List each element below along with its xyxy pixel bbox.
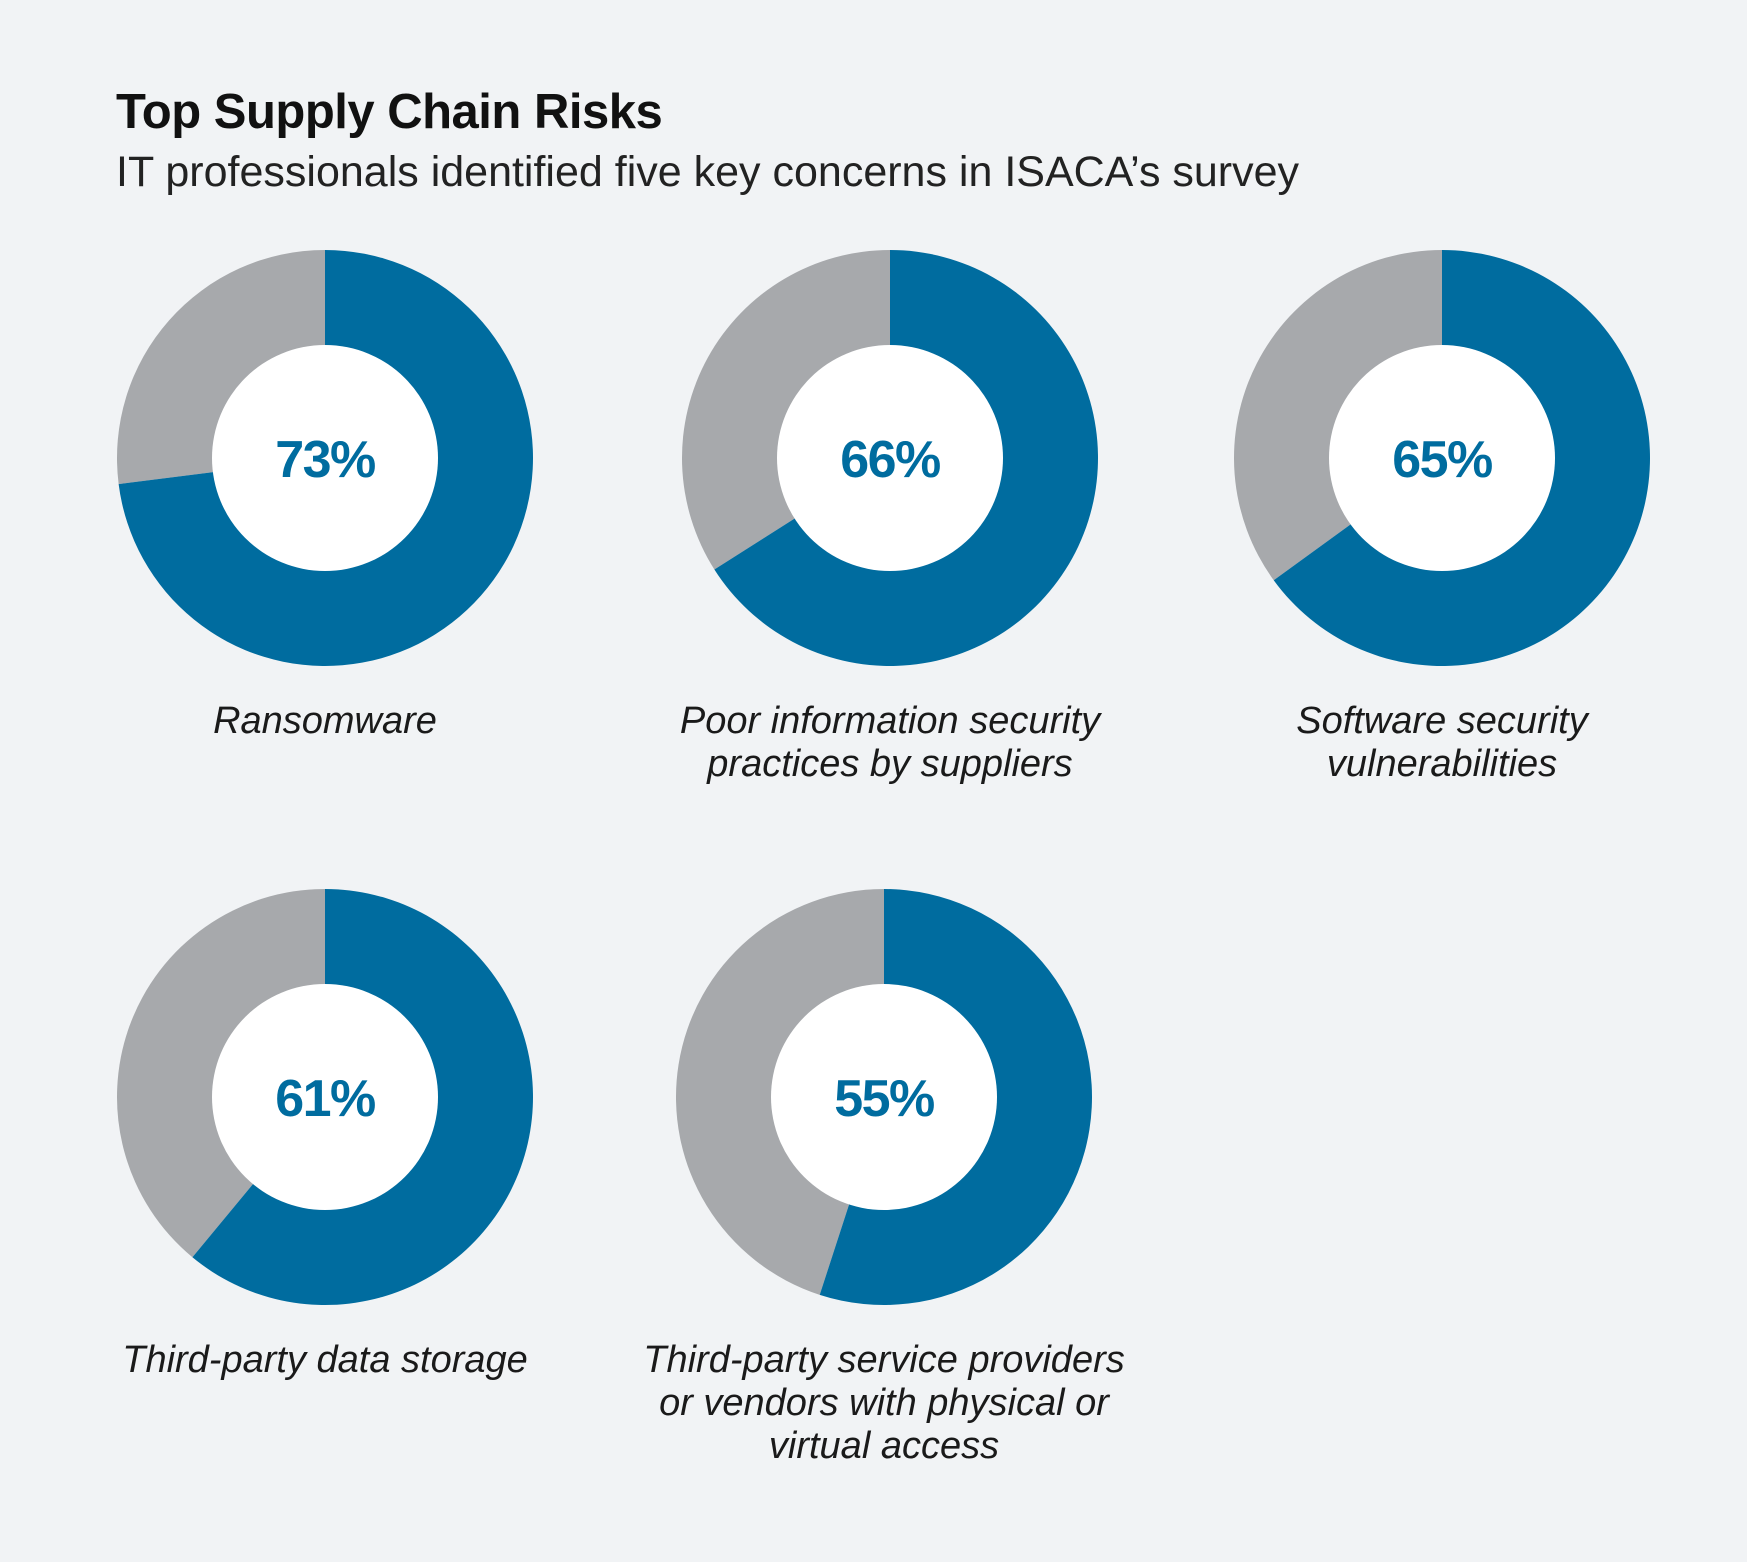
donut-chart: 73% xyxy=(117,250,533,666)
risk-card-poor-infosec-practices: 66% Poor information security practices … xyxy=(610,250,1170,786)
percentage-label: 55% xyxy=(834,1070,934,1128)
risk-caption: Third-party service providers or vendors… xyxy=(643,1339,1125,1467)
donut-center xyxy=(212,984,438,1210)
risk-card-software-vulnerabilities: 65% Software security vulnerabilities xyxy=(1162,250,1722,786)
risk-card-ransomware: 73% Ransomware xyxy=(45,250,605,743)
donut-center xyxy=(777,345,1003,571)
risk-card-third-party-data-storage: 61% Third-party data storage xyxy=(45,889,605,1382)
donut-center xyxy=(212,345,438,571)
percentage-label: 66% xyxy=(840,431,940,489)
percentage-label: 61% xyxy=(275,1070,375,1128)
chart-header: Top Supply Chain Risks IT professionals … xyxy=(116,80,1299,200)
risk-caption: Software security vulnerabilities xyxy=(1296,700,1588,785)
donut-center xyxy=(1329,345,1555,571)
percentage-label: 73% xyxy=(275,431,375,489)
chart-title: Top Supply Chain Risks xyxy=(116,85,663,139)
risk-caption: Third-party data storage xyxy=(122,1339,528,1381)
donut-chart: 65% xyxy=(1234,250,1650,666)
chart-subtitle: IT professionals identified five key con… xyxy=(116,148,1300,196)
donut-center xyxy=(771,984,997,1210)
risk-caption: Ransomware xyxy=(213,700,437,742)
risk-card-third-party-service-providers: 55% Third-party service providers or ven… xyxy=(604,889,1164,1468)
donut-chart: 66% xyxy=(682,250,1098,666)
donut-chart: 55% xyxy=(676,889,1092,1305)
donut-chart: 61% xyxy=(117,889,533,1305)
percentage-label: 65% xyxy=(1392,431,1492,489)
risk-caption: Poor information security practices by s… xyxy=(679,700,1101,785)
